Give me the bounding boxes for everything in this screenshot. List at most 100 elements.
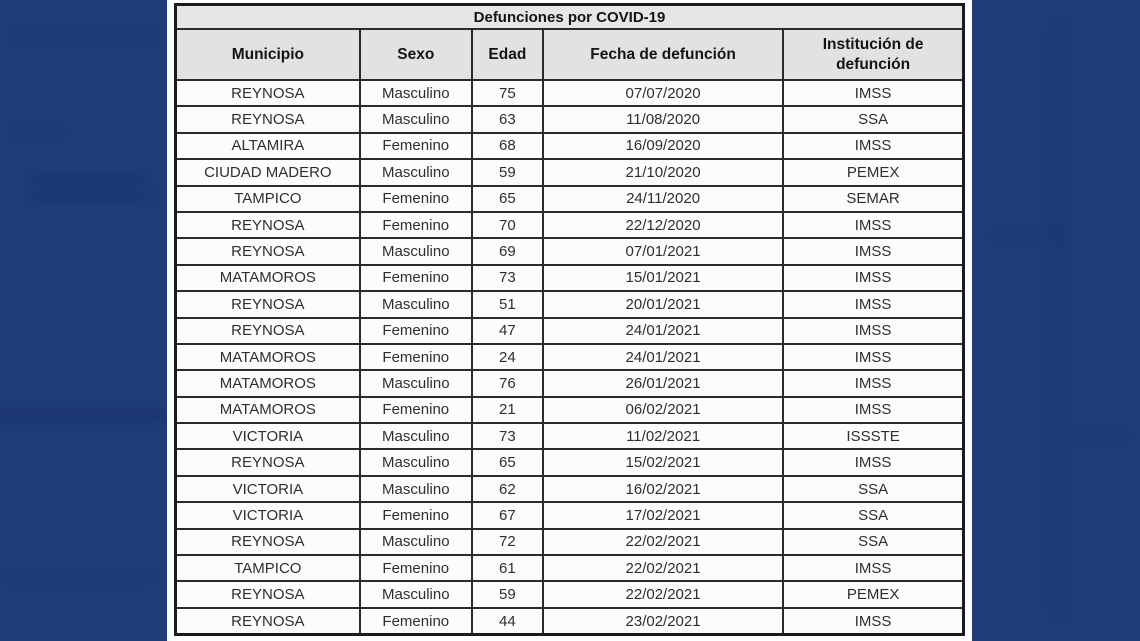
cell-fecha: 07/07/2020 — [541, 78, 785, 108]
background-smudge — [990, 230, 1060, 240]
table-row: REYNOSA Masculino 65 15/02/2021 IMSS — [174, 448, 965, 477]
cell-edad: 59 — [470, 580, 544, 609]
cell-sexo: Masculino — [358, 105, 473, 134]
cell-fecha: 15/01/2021 — [541, 263, 785, 293]
cell-sexo: Femenino — [358, 263, 473, 293]
cell-edad: 24 — [470, 342, 544, 372]
cell-institucion: IMSS — [782, 210, 965, 240]
cell-sexo: Masculino — [358, 527, 473, 557]
column-header-institucion: Institución de defunción — [782, 28, 965, 81]
cell-sexo: Masculino — [358, 474, 473, 504]
cell-fecha: 23/02/2021 — [541, 606, 785, 636]
table-row: CIUDAD MADERO Masculino 59 21/10/2020 PEMEX — [174, 158, 965, 187]
cell-municipio: REYNOSA — [174, 290, 361, 319]
cell-edad: 65 — [470, 448, 544, 477]
cell-fecha: 16/02/2021 — [541, 474, 785, 504]
cell-edad: 75 — [470, 78, 544, 108]
cell-sexo: Femenino — [358, 210, 473, 240]
cell-sexo: Masculino — [358, 78, 473, 108]
cell-sexo: Masculino — [358, 158, 473, 187]
table-row: REYNOSA Masculino 75 07/07/2020 IMSS — [174, 78, 965, 108]
table-row: REYNOSA Masculino 59 22/02/2021 PEMEX — [174, 580, 965, 609]
table-row: REYNOSA Masculino 69 07/01/2021 IMSS — [174, 237, 965, 266]
cell-institucion: IMSS — [782, 448, 965, 477]
cell-municipio: ALTAMIRA — [174, 131, 361, 161]
cell-municipio: MATAMOROS — [174, 342, 361, 372]
table-row: MATAMOROS Femenino 21 06/02/2021 IMSS — [174, 395, 965, 425]
cell-municipio: REYNOSA — [174, 580, 361, 609]
cell-municipio: REYNOSA — [174, 105, 361, 134]
cell-municipio: VICTORIA — [174, 501, 361, 530]
cell-sexo: Femenino — [358, 184, 473, 213]
table-row: TAMPICO Femenino 65 24/11/2020 SEMAR — [174, 184, 965, 213]
cell-edad: 63 — [470, 105, 544, 134]
cell-institucion: IMSS — [782, 606, 965, 636]
background-smudge — [12, 30, 157, 42]
cell-municipio: MATAMOROS — [174, 369, 361, 398]
cell-institucion: IMSS — [782, 78, 965, 108]
cell-fecha: 22/12/2020 — [541, 210, 785, 240]
table-title-row: Defunciones por COVID-19 — [174, 3, 965, 30]
cell-fecha: 20/01/2021 — [541, 290, 785, 319]
cell-sexo: Femenino — [358, 131, 473, 161]
cell-fecha: 24/11/2020 — [541, 184, 785, 213]
cell-municipio: REYNOSA — [174, 606, 361, 636]
cell-municipio: MATAMOROS — [174, 395, 361, 425]
cell-edad: 76 — [470, 369, 544, 398]
cell-municipio: REYNOSA — [174, 237, 361, 266]
cell-institucion: IMSS — [782, 342, 965, 372]
table-row: REYNOSA Masculino 63 11/08/2020 SSA — [174, 105, 965, 134]
table-row: VICTORIA Masculino 62 16/02/2021 SSA — [174, 474, 965, 504]
cell-edad: 62 — [470, 474, 544, 504]
cell-edad: 68 — [470, 131, 544, 161]
cell-municipio: MATAMOROS — [174, 263, 361, 293]
background-smudge — [0, 408, 169, 422]
cell-sexo: Masculino — [358, 237, 473, 266]
cell-edad: 61 — [470, 554, 544, 583]
cell-edad: 44 — [470, 606, 544, 636]
table-panel: Defunciones por COVID-19 Municipio Sexo … — [167, 0, 972, 641]
cell-edad: 21 — [470, 395, 544, 425]
table-row: VICTORIA Femenino 67 17/02/2021 SSA — [174, 501, 965, 530]
table-row: REYNOSA Femenino 47 24/01/2021 IMSS — [174, 316, 965, 345]
cell-institucion: IMSS — [782, 369, 965, 398]
cell-edad: 72 — [470, 527, 544, 557]
cell-institucion: SSA — [782, 105, 965, 134]
cell-sexo: Masculino — [358, 448, 473, 477]
cell-institucion: IMSS — [782, 263, 965, 293]
cell-edad: 47 — [470, 316, 544, 345]
cell-fecha: 07/01/2021 — [541, 237, 785, 266]
table-row: MATAMOROS Masculino 76 26/01/2021 IMSS — [174, 369, 965, 398]
cell-sexo: Femenino — [358, 606, 473, 636]
cell-edad: 73 — [470, 263, 544, 293]
cell-sexo: Femenino — [358, 316, 473, 345]
covid-deaths-table: Defunciones por COVID-19 Municipio Sexo … — [174, 3, 965, 637]
column-header-municipio: Municipio — [174, 28, 361, 81]
table-row: VICTORIA Masculino 73 11/02/2021 ISSSTE — [174, 422, 965, 451]
cell-institucion: ISSSTE — [782, 422, 965, 451]
cell-edad: 70 — [470, 210, 544, 240]
column-header-sexo: Sexo — [358, 28, 473, 81]
cell-institucion: IMSS — [782, 237, 965, 266]
cell-sexo: Masculino — [358, 369, 473, 398]
background-smudge — [1050, 20, 1066, 620]
background-smudge — [28, 172, 148, 184]
table-row: REYNOSA Masculino 51 20/01/2021 IMSS — [174, 290, 965, 319]
table-row: REYNOSA Femenino 44 23/02/2021 IMSS — [174, 606, 965, 636]
cell-municipio: REYNOSA — [174, 78, 361, 108]
cell-fecha: 22/02/2021 — [541, 580, 785, 609]
table-row: ALTAMIRA Femenino 68 16/09/2020 IMSS — [174, 131, 965, 161]
background-smudge — [1080, 430, 1130, 440]
cell-fecha: 22/02/2021 — [541, 554, 785, 583]
cell-institucion: IMSS — [782, 316, 965, 345]
table-body: REYNOSA Masculino 75 07/07/2020 IMSS REYNOSA M… — [174, 78, 965, 636]
cell-sexo: Masculino — [358, 422, 473, 451]
cell-edad: 59 — [470, 158, 544, 187]
cell-fecha: 21/10/2020 — [541, 158, 785, 187]
cell-fecha: 24/01/2021 — [541, 342, 785, 372]
background-smudge — [8, 128, 68, 136]
cell-municipio: CIUDAD MADERO — [174, 158, 361, 187]
cell-edad: 65 — [470, 184, 544, 213]
cell-sexo: Femenino — [358, 554, 473, 583]
column-header-fecha: Fecha de defunción — [541, 28, 785, 81]
